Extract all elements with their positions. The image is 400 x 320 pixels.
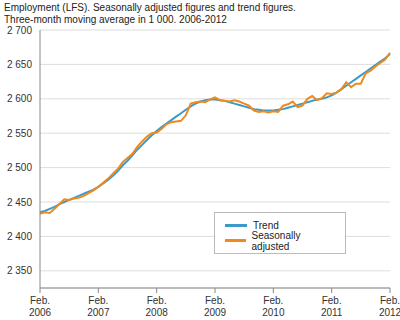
svg-text:Feb.2009: Feb.2009 [204,295,227,318]
svg-text:Feb.2012: Feb.2012 [379,295,392,318]
svg-text:2 600: 2 600 [8,93,32,104]
svg-text:Feb.2011: Feb.2011 [321,295,343,318]
html-text:Employment (LFS). Seasonally a: Employment (LFS). Seasonally adjusted fi… [4,2,296,13]
svg-text:Feb.2008: Feb.2008 [146,295,169,318]
svg-text:Feb.2010: Feb.2010 [262,295,285,318]
svg-text:2 350: 2 350 [8,265,32,276]
svg-text:2 700: 2 700 [8,25,32,36]
svg-text:Feb.2006: Feb.2006 [29,295,52,318]
html-text:Seasonally adjusted: Seasonally adjusted [251,229,301,252]
html-text:Trend: Trend [253,220,279,231]
svg-text:2 400: 2 400 [8,231,32,242]
html-text:Three-month moving average in: Three-month moving average in 1 000. 200… [4,14,227,25]
svg-text:Feb.2007: Feb.2007 [87,295,110,318]
svg-text:2 500: 2 500 [8,162,32,173]
svg-text:2 650: 2 650 [8,59,32,70]
svg-text:2 550: 2 550 [8,128,32,139]
svg-text:2 450: 2 450 [8,197,32,208]
